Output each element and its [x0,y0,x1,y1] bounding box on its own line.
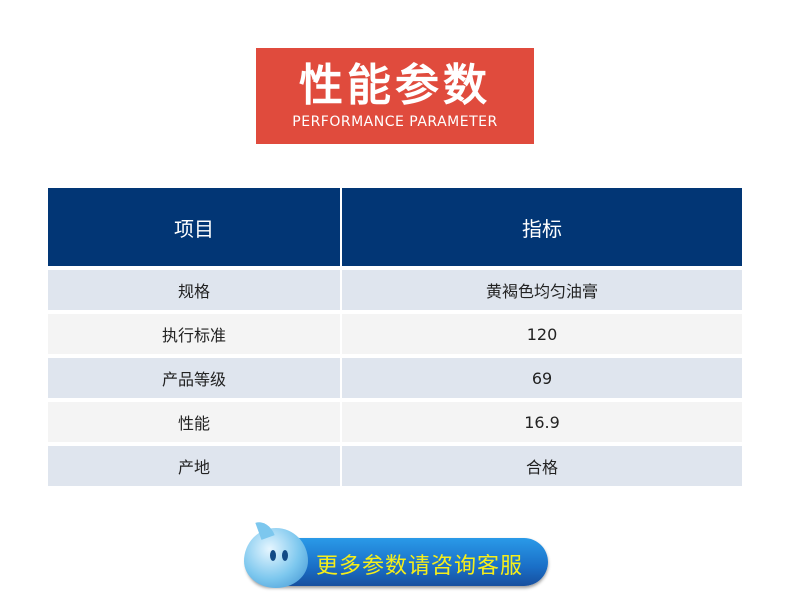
mascot-eye-icon [270,550,276,561]
qq-droplet-mascot-icon[interactable] [244,528,308,588]
table-row: 性能 16.9 [48,402,742,442]
cell-value: 合格 [342,446,742,486]
cell-item: 执行标准 [48,314,340,354]
cell-item: 规格 [48,270,340,310]
section-title: 性能参数 [299,60,491,111]
table-header: 项目 指标 [48,188,742,266]
table-row: 产品等级 69 [48,358,742,398]
table-row: 规格 黄褐色均匀油膏 [48,270,742,310]
mascot-eye-icon [282,550,288,561]
cell-value: 黄褐色均匀油膏 [342,270,742,310]
table-row: 产地 合格 [48,446,742,486]
cell-value: 16.9 [342,402,742,442]
section-subtitle: PERFORMANCE PARAMETER [292,114,498,130]
consult-service-label: 更多参数请咨询客服 [316,554,524,579]
cell-item: 产品等级 [48,358,340,398]
cell-item: 性能 [48,402,340,442]
header-item: 项目 [48,188,340,266]
header-value: 指标 [342,188,742,266]
cell-value: 69 [342,358,742,398]
cell-item: 产地 [48,446,340,486]
cell-value: 120 [342,314,742,354]
table-row: 执行标准 120 [48,314,742,354]
parameter-table: 项目 指标 规格 黄褐色均匀油膏 执行标准 120 产品等级 69 性能 16.9 产地… [46,184,744,490]
section-title-banner: 性能参数 PERFORMANCE PARAMETER [256,48,534,144]
